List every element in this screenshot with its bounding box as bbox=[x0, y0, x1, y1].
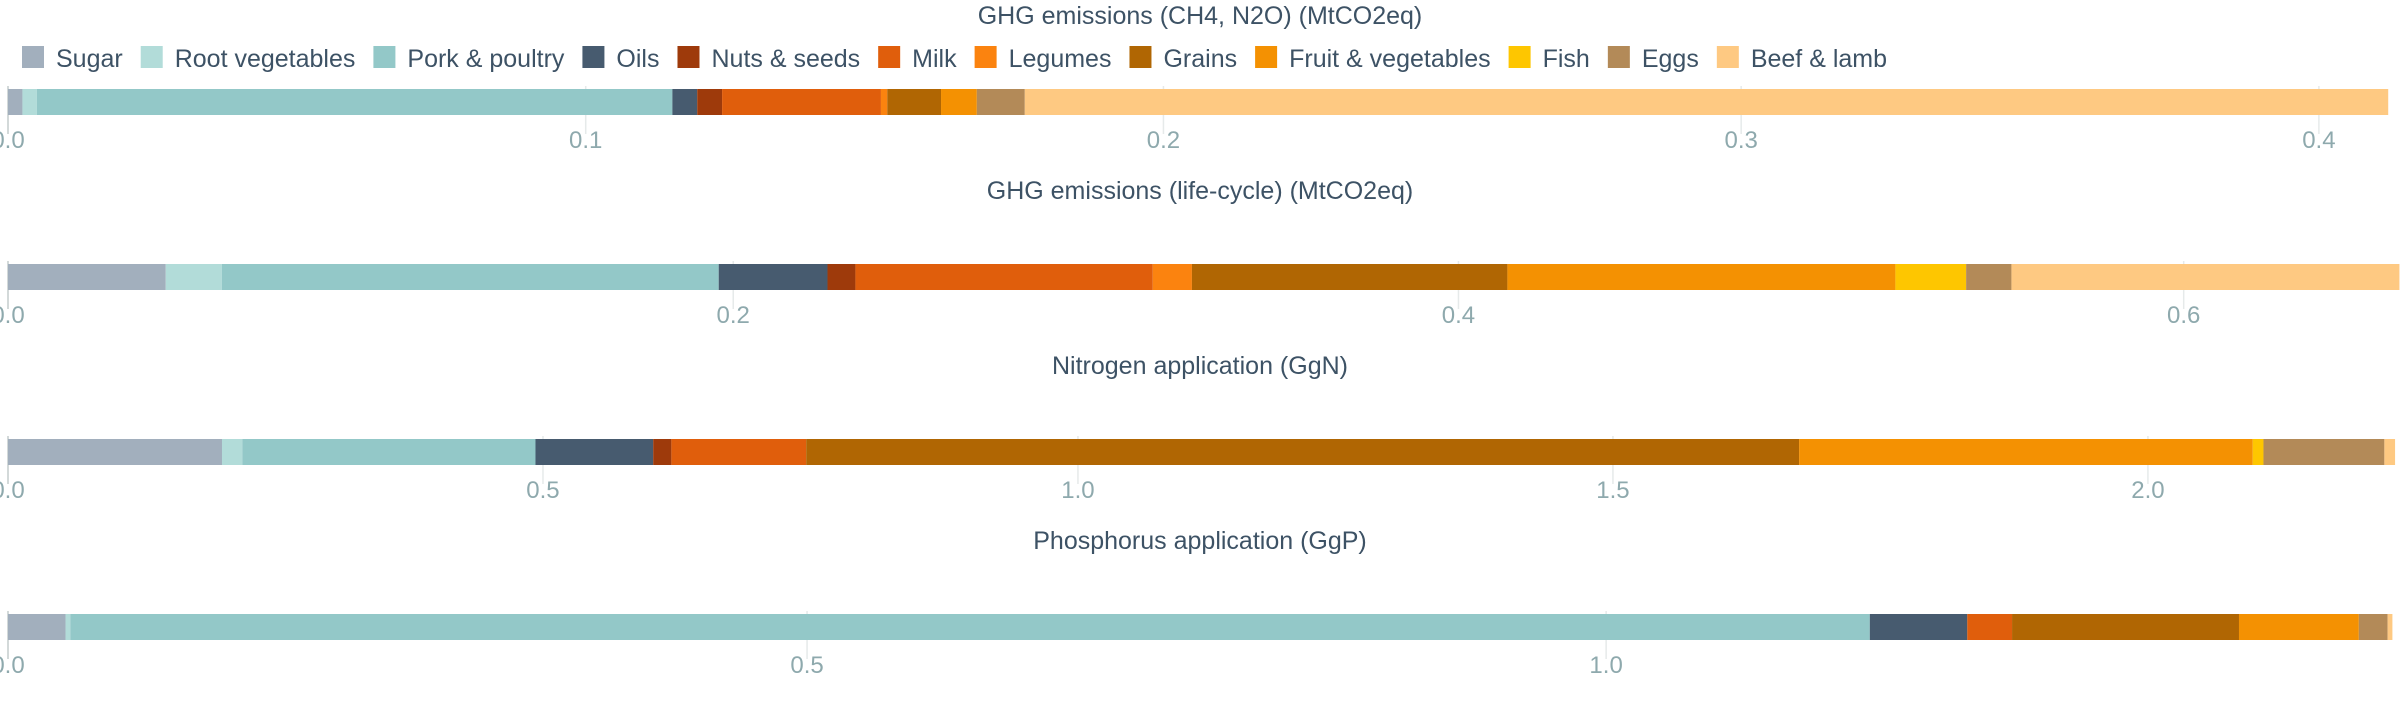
bar-segment-2-4 bbox=[653, 439, 672, 465]
bar-segment-2-5 bbox=[671, 439, 807, 465]
tick-label-1-2: 0.4 bbox=[1442, 302, 1475, 329]
tick-label-0-2: 0.2 bbox=[1147, 127, 1180, 154]
tick-label-2-4: 2.0 bbox=[2131, 477, 2164, 504]
panel-title-2: Nitrogen application (GgN) bbox=[1052, 352, 1348, 380]
bar-segment-1-11 bbox=[2011, 264, 2400, 290]
bar-segment-2-9 bbox=[2252, 439, 2264, 465]
panel-title-1: GHG emissions (life-cycle) (MtCO2eq) bbox=[987, 177, 1413, 205]
bar-segment-3-5 bbox=[1967, 614, 2013, 640]
legend-swatch-3 bbox=[582, 46, 605, 68]
bar-segment-1-3 bbox=[718, 264, 828, 290]
bar-segment-0-10 bbox=[976, 89, 1025, 115]
bar-segment-0-5 bbox=[722, 89, 881, 115]
tick-label-2-2: 1.0 bbox=[1061, 477, 1094, 504]
bar-segment-3-2 bbox=[70, 614, 1870, 640]
legend-swatch-4 bbox=[677, 46, 700, 68]
tick-label-0-0: 0.0 bbox=[0, 127, 25, 154]
bar-segment-2-1 bbox=[221, 439, 243, 465]
panel-title-3: Phosphorus application (GgP) bbox=[1033, 527, 1367, 555]
tick-label-3-2: 1.0 bbox=[1589, 652, 1622, 679]
tick-label-0-3: 0.3 bbox=[1724, 127, 1757, 154]
legend-swatch-8 bbox=[1255, 46, 1278, 68]
tick-label-3-1: 0.5 bbox=[790, 652, 823, 679]
bar-segment-0-4 bbox=[697, 89, 723, 115]
bar-segment-0-0 bbox=[8, 89, 23, 115]
legend-swatch-5 bbox=[878, 46, 901, 68]
legend-swatch-0 bbox=[22, 46, 44, 68]
bar-segment-0-6 bbox=[880, 89, 888, 115]
bar-segment-3-3 bbox=[1869, 614, 1968, 640]
bar-segment-3-0 bbox=[8, 614, 66, 640]
tick-label-2-1: 0.5 bbox=[526, 477, 559, 504]
bar-segment-1-10 bbox=[1966, 264, 2012, 290]
legend-swatch-1 bbox=[140, 46, 163, 68]
legend-label-7: Grains bbox=[1163, 45, 1237, 73]
bar-segment-0-11 bbox=[1024, 89, 2389, 115]
legend-label-6: Legumes bbox=[1009, 45, 1112, 73]
bar-segment-0-3 bbox=[672, 89, 698, 115]
tick-label-3-0: 0.0 bbox=[0, 652, 25, 679]
tick-label-1-0: 0.0 bbox=[0, 302, 25, 329]
bar-segment-3-10 bbox=[2358, 614, 2388, 640]
bar-segment-1-4 bbox=[827, 264, 856, 290]
bar-segment-1-5 bbox=[855, 264, 1153, 290]
bar-segment-3-7 bbox=[2012, 614, 2239, 640]
tick-label-2-3: 1.5 bbox=[1596, 477, 1629, 504]
bar-segment-3-1 bbox=[65, 614, 71, 640]
legend-label-1: Root vegetables bbox=[175, 45, 356, 73]
bar-segment-0-1 bbox=[22, 89, 37, 115]
bar-segment-1-7 bbox=[1191, 264, 1508, 290]
bar-segment-3-11 bbox=[2387, 614, 2393, 640]
legend-label-5: Milk bbox=[912, 45, 957, 73]
legend-label-3: Oils bbox=[616, 45, 659, 73]
legend-label-2: Pork & poultry bbox=[407, 45, 565, 73]
bar-segment-2-11 bbox=[2384, 439, 2396, 465]
bar-segment-2-10 bbox=[2263, 439, 2385, 465]
panel-title-0: GHG emissions (CH4, N2O) (MtCO2eq) bbox=[978, 2, 1423, 30]
legend-label-10: Eggs bbox=[1642, 45, 1699, 73]
bar-segment-2-2 bbox=[242, 439, 536, 465]
bar-segment-1-8 bbox=[1507, 264, 1896, 290]
legend-swatch-11 bbox=[1716, 46, 1739, 68]
legend-swatch-10 bbox=[1607, 46, 1630, 68]
bar-segment-0-8 bbox=[941, 89, 977, 115]
legend-label-9: Fish bbox=[1543, 45, 1590, 73]
legend-label-8: Fruit & vegetables bbox=[1289, 45, 1491, 73]
bar-segment-1-0 bbox=[8, 264, 166, 290]
bar-segment-3-8 bbox=[2238, 614, 2359, 640]
bar-segment-2-3 bbox=[535, 439, 654, 465]
tick-label-1-1: 0.2 bbox=[717, 302, 750, 329]
legend-label-0: Sugar bbox=[56, 45, 123, 73]
bar-segment-2-7 bbox=[806, 439, 1800, 465]
legend-swatch-7 bbox=[1129, 46, 1152, 68]
bar-segment-0-7 bbox=[887, 89, 942, 115]
tick-label-0-4: 0.4 bbox=[2302, 127, 2335, 154]
bar-segment-0-2 bbox=[36, 89, 673, 115]
bar-segment-1-1 bbox=[165, 264, 222, 290]
legend-label-11: Beef & lamb bbox=[1751, 45, 1887, 73]
bar-segment-1-6 bbox=[1152, 264, 1192, 290]
tick-label-1-3: 0.6 bbox=[2167, 302, 2200, 329]
legend-label-4: Nuts & seeds bbox=[711, 45, 860, 73]
legend-swatch-2 bbox=[373, 46, 396, 68]
bar-segment-1-9 bbox=[1895, 264, 1967, 290]
bar-segment-2-0 bbox=[8, 439, 222, 465]
legend-swatch-9 bbox=[1508, 46, 1531, 68]
tick-label-2-0: 0.0 bbox=[0, 477, 25, 504]
legend-swatch-6 bbox=[974, 46, 997, 68]
tick-label-0-1: 0.1 bbox=[569, 127, 602, 154]
bar-segment-1-2 bbox=[221, 264, 719, 290]
bar-segment-2-8 bbox=[1799, 439, 2253, 465]
